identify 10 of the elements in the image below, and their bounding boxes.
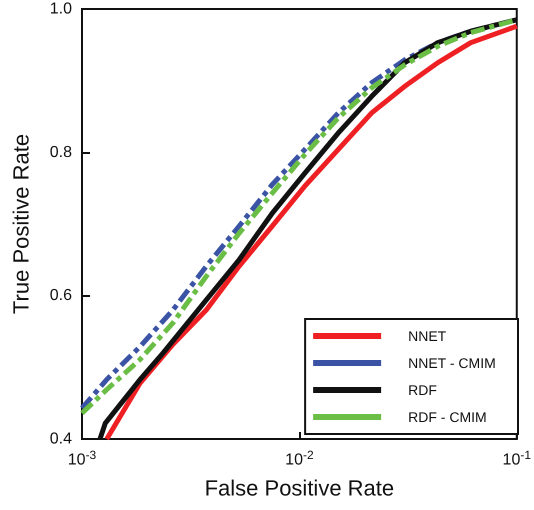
- legend-label: NNET: [408, 328, 447, 344]
- legend-label: RDF: [408, 382, 437, 398]
- y-tick-label: 0.4: [50, 430, 72, 448]
- y-tick-label: 1.0: [50, 0, 72, 18]
- legend-label: RDF - CMIM: [408, 409, 487, 425]
- y-tick-label: 0.6: [50, 287, 72, 304]
- legend-label: NNET - CMIM: [408, 355, 496, 371]
- y-tick-label: 0.8: [50, 144, 72, 161]
- x-axis-title: False Positive Rate: [204, 476, 394, 500]
- y-axis-title: True Positive Rate: [8, 134, 34, 314]
